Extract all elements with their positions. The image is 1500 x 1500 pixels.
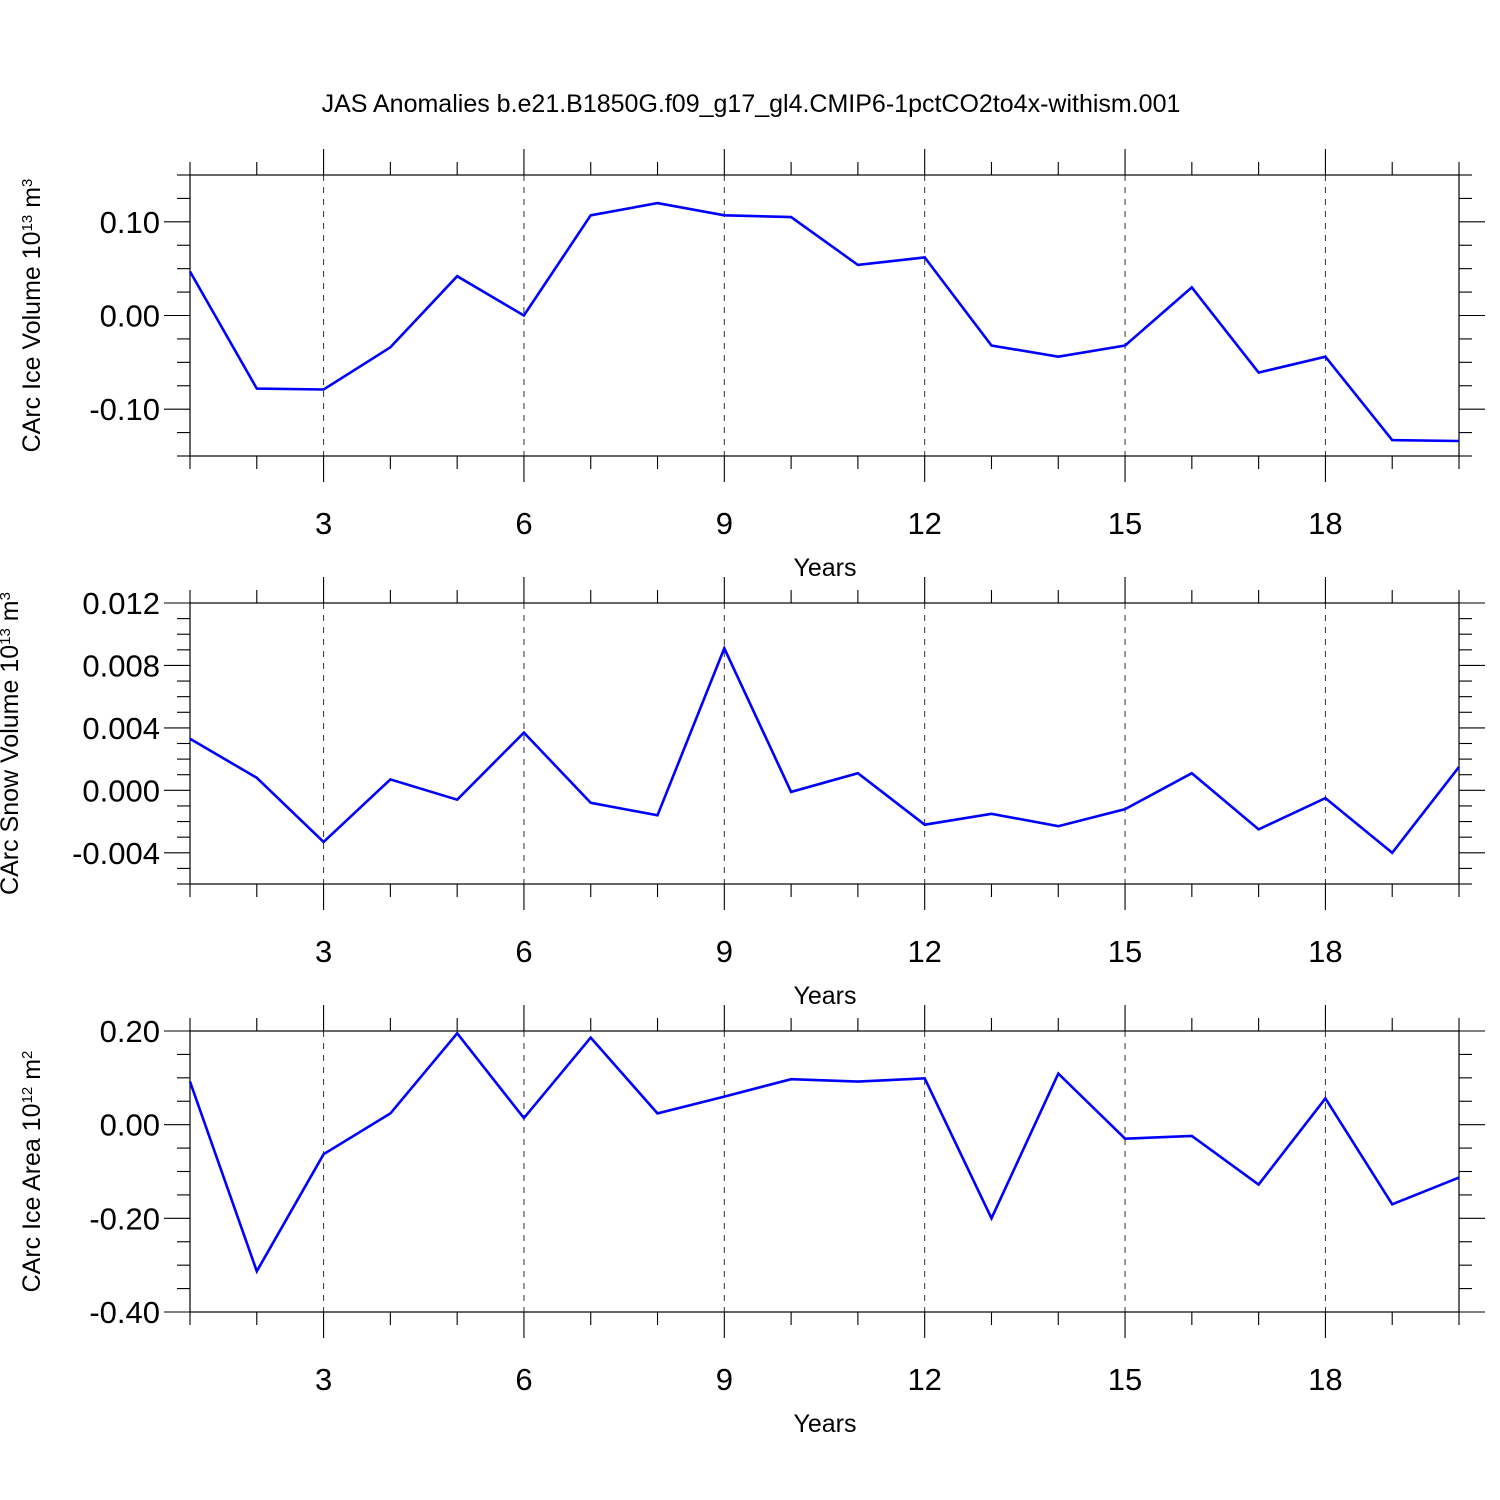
- y-tick-label: 0.20: [100, 1014, 160, 1049]
- y-tick-label: 0.00: [100, 1108, 160, 1143]
- x-tick-label: 12: [907, 1362, 941, 1397]
- y-tick-label: 0.004: [82, 711, 160, 746]
- panel-2: -0.004 0.000 0.004 0.008 0.012 3 6 9 12 15 18 Years…: [0, 577, 1485, 1010]
- series-line: [188, 1031, 1460, 1275]
- x-tick-label: 12: [907, 506, 941, 541]
- x-tick-label: 18: [1308, 506, 1342, 541]
- y-tick-label: -0.10: [89, 392, 160, 427]
- x-tick-label: 9: [716, 506, 733, 541]
- series-line: [189, 645, 1461, 855]
- x-tick-label: 3: [315, 934, 332, 969]
- series-line: [188, 201, 1460, 443]
- plot-frame: [189, 602, 1460, 885]
- chart-title: JAS Anomalies b.e21.B1850G.f09_g17_gl4.C…: [322, 90, 1181, 118]
- x-tick-label: 18: [1308, 934, 1342, 969]
- y-tick-label: 0.008: [82, 648, 160, 683]
- x-tick-label: 6: [515, 934, 532, 969]
- x-tick-label: 15: [1108, 506, 1142, 541]
- x-tick-label: 12: [907, 934, 941, 969]
- y-tick-label: -0.20: [89, 1201, 160, 1236]
- y-tick-label: -0.40: [89, 1295, 160, 1330]
- x-tick-label: 3: [315, 506, 332, 541]
- x-axis-title: Years: [793, 1410, 856, 1438]
- y-axis-title: CArc Ice Area 1012 m2: [18, 1051, 46, 1293]
- x-tick-label: 6: [515, 506, 532, 541]
- panel-3: -0.40 -0.20 0.00 0.20 3 6 9 12 15 18 Years CArc Ice…: [18, 1005, 1485, 1438]
- plot-frame: [189, 174, 1460, 457]
- x-tick-label: 9: [716, 1362, 733, 1397]
- y-tick-label: 0.10: [100, 205, 160, 240]
- y-tick-label: 0.000: [82, 773, 160, 808]
- x-tick-label: 18: [1308, 1362, 1342, 1397]
- panel-1: -0.10 0.00 0.10 3 6 9 12 15 18 Years CArc Ice Volu…: [18, 149, 1485, 582]
- y-tick-label: -0.004: [72, 836, 160, 871]
- y-axis-title: CArc Ice Volume 1013 m3: [18, 179, 46, 453]
- x-tick-label: 6: [515, 1362, 532, 1397]
- x-tick-label: 15: [1108, 934, 1142, 969]
- x-tick-label: 9: [716, 934, 733, 969]
- x-tick-label: 3: [315, 1362, 332, 1397]
- y-tick-label: 0.012: [82, 586, 160, 621]
- y-axis-title: CArc Snow Volume 1013 m3: [0, 592, 24, 895]
- x-tick-label: 15: [1108, 1362, 1142, 1397]
- y-tick-label: 0.00: [100, 299, 160, 334]
- x-axis-title: Years: [793, 554, 856, 582]
- x-axis-title: Years: [793, 982, 856, 1010]
